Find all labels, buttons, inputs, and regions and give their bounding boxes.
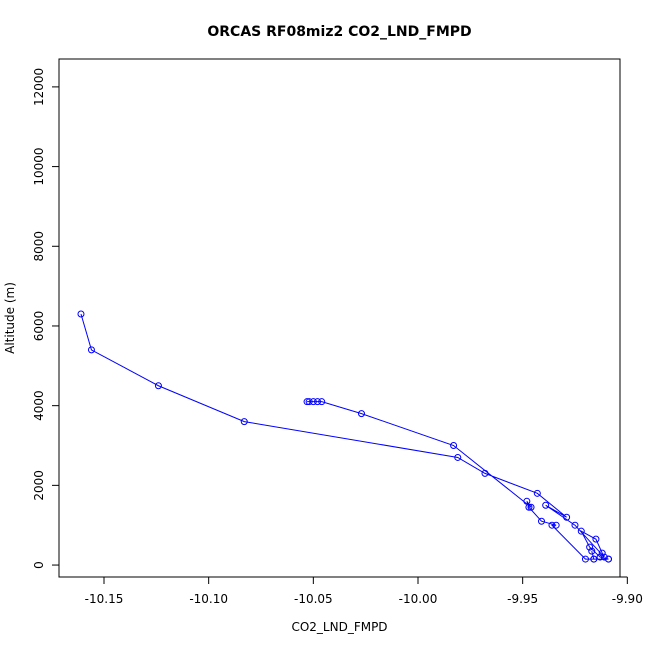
data-point	[586, 543, 594, 551]
data-point	[314, 398, 322, 406]
data-point	[588, 547, 596, 555]
data-point	[542, 501, 550, 509]
chart-title: ORCAS RF08miz2 CO2_LND_FMPD	[207, 24, 471, 40]
data-point	[590, 555, 598, 563]
data-point	[357, 410, 365, 418]
data-point	[577, 527, 585, 535]
x-tick-label: -10.10	[189, 592, 228, 606]
y-tick-label: 0	[32, 561, 46, 569]
plot-area	[77, 310, 612, 563]
data-point	[527, 503, 535, 511]
data-point	[548, 521, 556, 529]
data-point	[596, 553, 604, 561]
data-point	[523, 497, 531, 505]
plot-frame	[58, 58, 621, 578]
data-point	[450, 442, 458, 450]
x-tick-label: -9.90	[612, 592, 643, 606]
series-line	[80, 313, 609, 560]
data-point	[305, 398, 313, 406]
y-tick-label: 12000	[32, 68, 46, 106]
y-tick-label: 4000	[32, 390, 46, 421]
data-point	[87, 346, 95, 354]
data-point	[77, 310, 85, 318]
data-point	[563, 513, 571, 521]
y-tick-label: 2000	[32, 470, 46, 501]
data-point	[454, 453, 462, 461]
x-tick-label: -9.95	[507, 592, 538, 606]
data-point	[533, 489, 541, 497]
data-point	[525, 503, 533, 511]
data-point	[481, 469, 489, 477]
y-axis: 0 2000 4000 6000 8000 10000 12000	[32, 68, 60, 569]
x-axis-label: CO2_LND_FMPD	[291, 620, 387, 634]
data-point	[552, 521, 560, 529]
data-point	[154, 382, 162, 390]
y-tick-label: 8000	[32, 231, 46, 262]
data-point	[240, 418, 248, 426]
data-point	[598, 549, 606, 557]
y-tick-label: 6000	[32, 311, 46, 342]
x-axis: -10.15 -10.10 -10.05 -10.00 -9.95 -9.90	[85, 576, 643, 606]
data-point	[318, 398, 326, 406]
y-axis-label: Altitude (m)	[3, 282, 17, 354]
data-point	[571, 521, 579, 529]
data-point	[604, 555, 612, 563]
data-point	[581, 555, 589, 563]
data-point	[592, 535, 600, 543]
data-point	[303, 398, 311, 406]
data-point	[538, 517, 545, 525]
data-point	[600, 553, 608, 561]
x-tick-label: -10.00	[399, 592, 438, 606]
x-tick-label: -10.05	[294, 592, 333, 606]
y-tick-label: 10000	[32, 147, 46, 185]
x-tick-label: -10.15	[85, 592, 124, 606]
